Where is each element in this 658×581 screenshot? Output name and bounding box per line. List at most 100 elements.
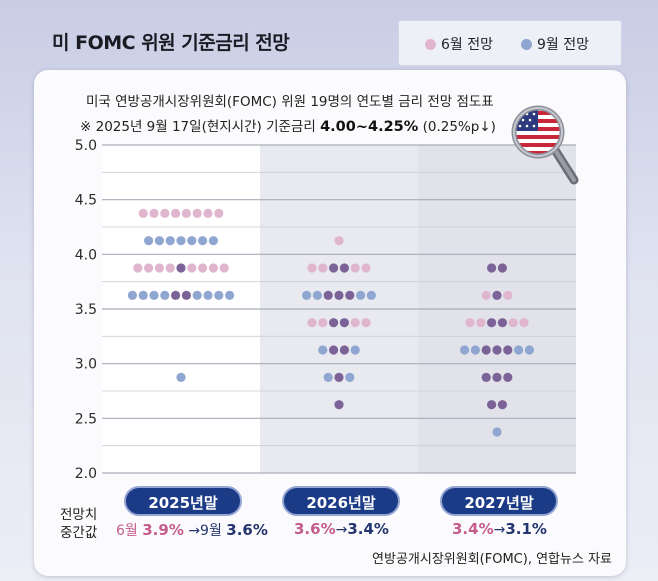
- median-2025-to-prefix: 9월: [200, 523, 222, 539]
- legend-dot-june: [425, 39, 436, 50]
- dot-point: [198, 263, 208, 273]
- dot-point: [497, 318, 507, 328]
- dot-point: [350, 263, 360, 273]
- dot-point: [219, 263, 229, 273]
- dot-point: [476, 318, 486, 328]
- dot-point: [208, 263, 218, 273]
- dot-point: [144, 263, 154, 273]
- dot-point: [329, 345, 339, 355]
- dot-point: [334, 236, 344, 246]
- dot-point: [361, 263, 371, 273]
- legend-label-june: 6월 전망: [441, 37, 493, 53]
- dot-point: [465, 318, 475, 328]
- dot-point: [149, 290, 159, 300]
- dot-point: [508, 318, 518, 328]
- median-2025-from-prefix: 6월: [116, 523, 138, 539]
- y-tick-label: 4.5: [75, 193, 97, 209]
- dot-point: [144, 236, 154, 246]
- median-2026-from: 3.6%: [294, 520, 336, 538]
- median-2027-from: 3.4%: [452, 520, 494, 538]
- median-2025-from: 3.9%: [142, 521, 184, 539]
- page-title: 미 FOMC 위원 기준금리 전망: [52, 32, 290, 54]
- legend-item-september: 9월 전망: [521, 34, 589, 54]
- dot-point: [192, 208, 202, 218]
- dot-point: [160, 208, 170, 218]
- median-2026-to: 3.4%: [347, 520, 389, 538]
- dot-point: [487, 318, 497, 328]
- median-2027-arrow: →: [493, 522, 506, 538]
- chart-note-rate: ※ 2025년 9월 17일(현지시간) 기준금리 4.00~4.25% (0.…: [80, 115, 496, 135]
- y-tick-label: 2.5: [75, 411, 97, 427]
- note-rate-prefix: ※ 2025년 9월 17일(현지시간) 기준금리: [80, 119, 316, 135]
- dot-point: [339, 345, 349, 355]
- dot-point: [345, 372, 355, 382]
- dot-point: [307, 318, 317, 328]
- dot-point: [503, 345, 513, 355]
- dot-point: [514, 345, 524, 355]
- note-rate-suffix: (0.25%p↓): [422, 119, 496, 135]
- y-tick-label: 2.0: [75, 466, 97, 482]
- dot-point: [329, 263, 339, 273]
- dot-point: [492, 345, 502, 355]
- dot-point: [366, 290, 376, 300]
- dot-point: [318, 345, 328, 355]
- y-tick-label: 4.0: [75, 247, 97, 263]
- dot-point: [154, 236, 164, 246]
- dot-point: [318, 318, 328, 328]
- dot-point: [181, 208, 191, 218]
- dot-point: [165, 263, 175, 273]
- dot-point: [497, 400, 507, 410]
- dot-point: [361, 318, 371, 328]
- dot-point: [302, 290, 312, 300]
- median-label-line1: 전망치: [60, 507, 98, 523]
- median-2026: 3.6%→3.4%: [294, 520, 389, 538]
- dot-point: [138, 290, 148, 300]
- legend-dot-september: [521, 39, 532, 50]
- dot-point: [312, 290, 322, 300]
- dot-point: [492, 372, 502, 382]
- dot-point: [176, 263, 186, 273]
- dot-point: [503, 290, 513, 300]
- year-label-2027: 2027년말: [440, 486, 558, 516]
- dot-point: [214, 208, 224, 218]
- median-2025: 6월 3.9% →9월 3.6%: [116, 520, 268, 540]
- dot-point: [181, 290, 191, 300]
- dot-point: [334, 290, 344, 300]
- dot-point: [160, 290, 170, 300]
- legend-item-june: 6월 전망: [425, 34, 493, 54]
- legend-label-september: 9월 전망: [537, 37, 589, 53]
- median-2026-arrow: →: [335, 522, 348, 538]
- dot-point: [329, 318, 339, 328]
- year-label-2025: 2025년말: [124, 486, 242, 516]
- dot-point: [339, 263, 349, 273]
- dot-point: [524, 345, 535, 355]
- median-2027: 3.4%→3.1%: [452, 520, 547, 538]
- source-note: 연방공개시장위원회(FOMC), 연합뉴스 자료: [372, 552, 612, 567]
- dot-point: [503, 372, 513, 382]
- dot-point: [318, 263, 328, 273]
- dot-point: [171, 290, 181, 300]
- dot-point: [176, 372, 186, 382]
- y-tick-label: 3.5: [75, 302, 97, 318]
- dot-point: [176, 236, 186, 246]
- median-2025-arrow: →: [188, 523, 201, 539]
- dot-point: [154, 263, 164, 273]
- dot-point: [307, 263, 317, 273]
- dot-point: [187, 236, 197, 246]
- median-2025-to: 3.6%: [226, 521, 268, 539]
- y-tick-label: 5.0: [75, 138, 97, 154]
- chart-note-description: 미국 연방공개시장위원회(FOMC) 위원 19명의 연도별 금리 전망 점도표: [86, 94, 494, 110]
- dot-point: [350, 345, 360, 355]
- dot-point: [350, 318, 360, 328]
- dot-point: [138, 208, 148, 218]
- year-label-2026: 2026년말: [282, 486, 400, 516]
- dot-point: [345, 290, 355, 300]
- dot-point: [470, 345, 480, 355]
- dot-point: [356, 290, 366, 300]
- dot-point: [487, 400, 497, 410]
- dot-point: [497, 263, 507, 273]
- dot-point: [334, 372, 344, 382]
- dot-point: [481, 290, 491, 300]
- median-2027-to: 3.1%: [505, 520, 547, 538]
